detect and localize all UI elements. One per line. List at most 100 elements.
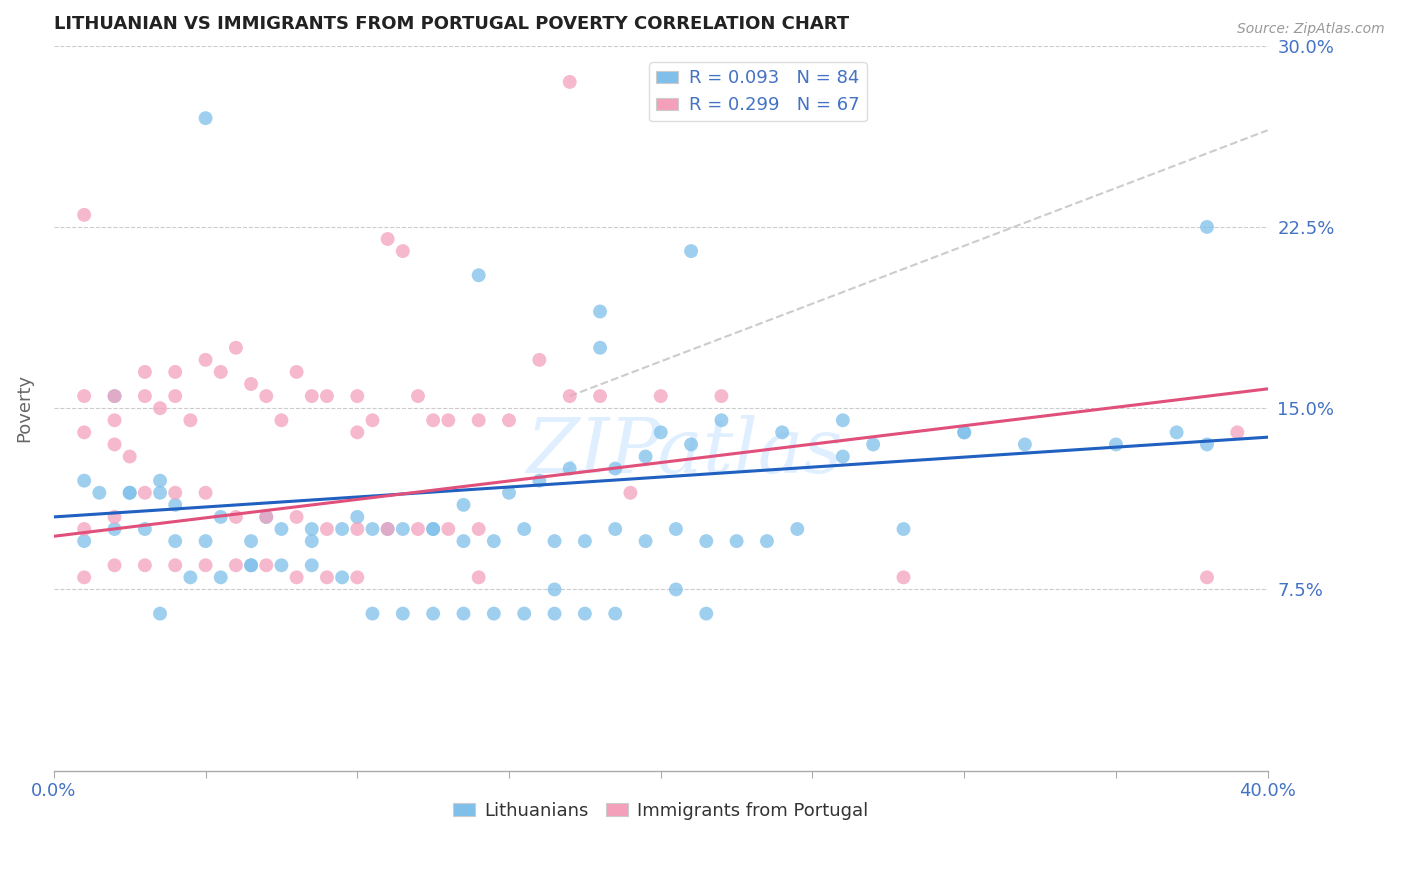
Point xyxy=(695,534,717,549)
Point xyxy=(330,570,353,584)
Point xyxy=(665,582,688,597)
Point xyxy=(194,558,217,573)
Point xyxy=(89,485,111,500)
Point xyxy=(225,510,247,524)
Point xyxy=(225,558,247,573)
Point xyxy=(634,450,657,464)
Point xyxy=(103,413,125,427)
Point xyxy=(254,510,277,524)
Point xyxy=(73,389,96,403)
Point xyxy=(695,607,717,621)
Point xyxy=(498,485,520,500)
Point xyxy=(149,474,172,488)
Point xyxy=(453,498,475,512)
Point xyxy=(103,558,125,573)
Point xyxy=(118,485,141,500)
Point xyxy=(73,425,96,440)
Point xyxy=(893,570,915,584)
Point xyxy=(1195,570,1218,584)
Point xyxy=(482,534,505,549)
Point xyxy=(391,522,413,536)
Point xyxy=(953,425,976,440)
Text: Source: ZipAtlas.com: Source: ZipAtlas.com xyxy=(1237,22,1385,37)
Point xyxy=(285,365,308,379)
Point xyxy=(406,522,429,536)
Point xyxy=(209,570,232,584)
Point xyxy=(134,389,156,403)
Point xyxy=(1195,219,1218,234)
Point xyxy=(301,522,323,536)
Point xyxy=(574,607,596,621)
Point xyxy=(285,510,308,524)
Point xyxy=(209,365,232,379)
Point xyxy=(1195,437,1218,451)
Point xyxy=(422,607,444,621)
Point xyxy=(316,522,339,536)
Point xyxy=(254,558,277,573)
Point xyxy=(73,474,96,488)
Point xyxy=(377,232,399,246)
Legend: Lithuanians, Immigrants from Portugal: Lithuanians, Immigrants from Portugal xyxy=(446,795,876,827)
Point xyxy=(254,389,277,403)
Point xyxy=(270,413,292,427)
Point xyxy=(118,450,141,464)
Point xyxy=(240,534,263,549)
Point xyxy=(73,534,96,549)
Point xyxy=(422,522,444,536)
Point xyxy=(346,389,368,403)
Point xyxy=(361,413,384,427)
Point xyxy=(103,389,125,403)
Point xyxy=(589,304,612,318)
Point xyxy=(330,522,353,536)
Point xyxy=(377,522,399,536)
Point xyxy=(710,413,733,427)
Point xyxy=(391,607,413,621)
Point xyxy=(301,389,323,403)
Point xyxy=(619,485,641,500)
Point xyxy=(467,413,489,427)
Point xyxy=(285,570,308,584)
Point xyxy=(755,534,778,549)
Point xyxy=(165,389,187,403)
Point xyxy=(589,389,612,403)
Point xyxy=(346,425,368,440)
Point xyxy=(361,607,384,621)
Point xyxy=(165,534,187,549)
Point xyxy=(391,244,413,258)
Point xyxy=(194,534,217,549)
Point xyxy=(422,522,444,536)
Point xyxy=(482,607,505,621)
Point xyxy=(149,485,172,500)
Point xyxy=(574,534,596,549)
Point xyxy=(467,570,489,584)
Point xyxy=(831,413,853,427)
Point xyxy=(270,522,292,536)
Point xyxy=(103,389,125,403)
Point xyxy=(1105,437,1128,451)
Point xyxy=(316,570,339,584)
Point xyxy=(179,570,201,584)
Point xyxy=(103,522,125,536)
Point xyxy=(467,268,489,283)
Point xyxy=(650,389,672,403)
Point xyxy=(165,498,187,512)
Point xyxy=(558,75,581,89)
Point xyxy=(437,522,460,536)
Point xyxy=(513,607,536,621)
Point xyxy=(240,558,263,573)
Point xyxy=(1014,437,1036,451)
Point xyxy=(710,389,733,403)
Point xyxy=(301,534,323,549)
Point xyxy=(165,558,187,573)
Point xyxy=(831,450,853,464)
Point xyxy=(225,341,247,355)
Text: LITHUANIAN VS IMMIGRANTS FROM PORTUGAL POVERTY CORRELATION CHART: LITHUANIAN VS IMMIGRANTS FROM PORTUGAL P… xyxy=(53,15,849,33)
Point xyxy=(406,389,429,403)
Point xyxy=(665,522,688,536)
Point xyxy=(1226,425,1249,440)
Point xyxy=(240,377,263,392)
Point xyxy=(209,510,232,524)
Point xyxy=(513,522,536,536)
Point xyxy=(543,534,565,549)
Point xyxy=(862,437,884,451)
